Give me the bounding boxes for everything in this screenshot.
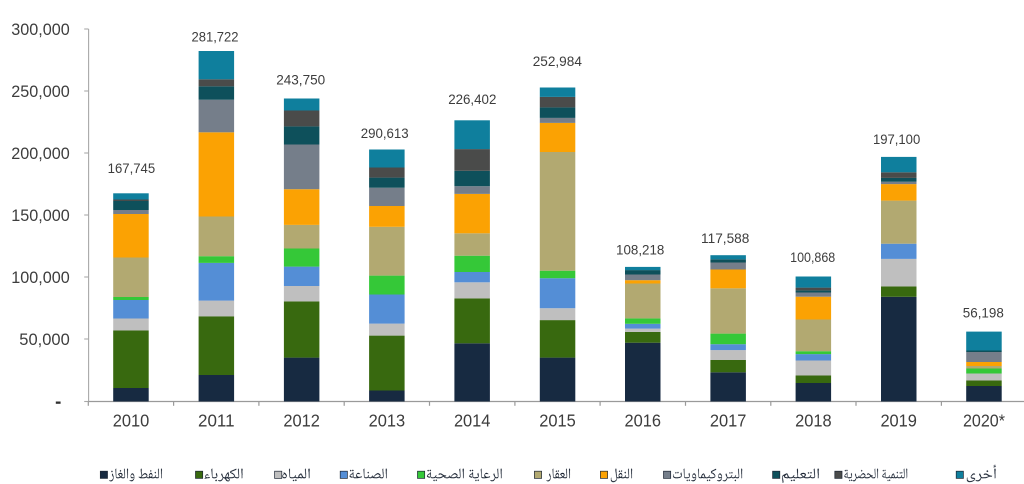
svg-text:252,984: 252,984 bbox=[533, 53, 582, 69]
svg-text:250,000: 250,000 bbox=[11, 82, 70, 101]
svg-text:56,198: 56,198 bbox=[963, 305, 1004, 321]
svg-text:243,750: 243,750 bbox=[276, 71, 325, 87]
svg-text:2019: 2019 bbox=[880, 410, 917, 430]
svg-text:150,000: 150,000 bbox=[11, 206, 70, 225]
svg-text:50,000: 50,000 bbox=[19, 330, 70, 349]
svg-text:200,000: 200,000 bbox=[11, 144, 70, 163]
svg-text:167,745: 167,745 bbox=[108, 160, 156, 176]
svg-text:117,588: 117,588 bbox=[701, 230, 749, 246]
svg-text:2016: 2016 bbox=[625, 410, 662, 430]
svg-text:281,722: 281,722 bbox=[192, 29, 239, 45]
svg-text:2011: 2011 bbox=[198, 410, 235, 430]
svg-text:2010: 2010 bbox=[113, 410, 150, 430]
svg-text:197,100: 197,100 bbox=[873, 131, 920, 147]
svg-text:2015: 2015 bbox=[539, 410, 576, 430]
svg-text:100,000: 100,000 bbox=[11, 268, 70, 287]
svg-text:2012: 2012 bbox=[283, 410, 320, 430]
svg-text:290,613: 290,613 bbox=[361, 125, 409, 141]
svg-text:2017: 2017 bbox=[710, 410, 747, 430]
svg-text:100,868: 100,868 bbox=[790, 249, 835, 265]
svg-text:2013: 2013 bbox=[369, 410, 406, 430]
svg-text:2020*: 2020* bbox=[963, 410, 1005, 430]
svg-text:226,402: 226,402 bbox=[448, 91, 496, 107]
svg-text:300,000: 300,000 bbox=[11, 20, 70, 39]
svg-text:2014: 2014 bbox=[454, 410, 491, 430]
svg-text:2018: 2018 bbox=[795, 410, 832, 430]
svg-text:108,218: 108,218 bbox=[616, 241, 665, 257]
